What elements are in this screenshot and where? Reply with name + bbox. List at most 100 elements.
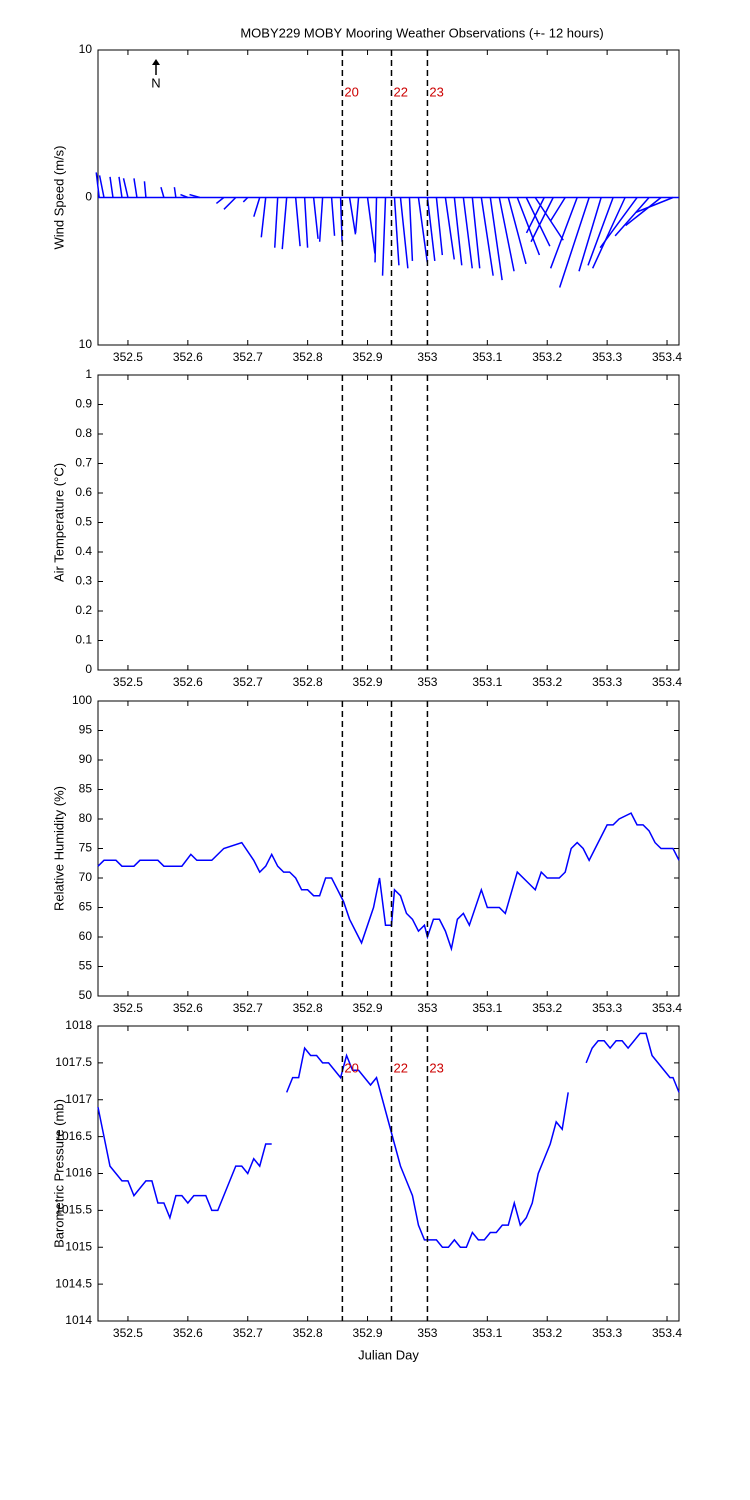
- wind-stick: [160, 186, 165, 198]
- wind-stick: [558, 197, 590, 288]
- wind-stick: [109, 176, 114, 198]
- y-tick-label: 0.4: [75, 544, 92, 558]
- y-tick-label: 50: [79, 988, 93, 1002]
- x-tick-label: 352.7: [233, 1326, 263, 1340]
- wind-stick: [587, 197, 614, 266]
- wind-stick: [98, 175, 105, 198]
- wind-stick: [133, 178, 138, 198]
- y-tick-label: 1: [85, 367, 92, 381]
- wind-stick: [374, 197, 378, 263]
- x-tick-label: 352.9: [353, 675, 383, 689]
- x-tick-label: 353: [417, 1326, 437, 1340]
- x-tick-label: 352.5: [113, 350, 143, 364]
- wind-stick: [507, 197, 527, 265]
- plot-frame: [97, 1025, 680, 1322]
- x-tick-label: 353.1: [472, 350, 502, 364]
- y-tick-label: 95: [79, 723, 93, 737]
- wind-stick: [273, 197, 279, 248]
- x-tick-label: 353.1: [472, 1001, 502, 1015]
- y-tick-label: 0.5: [75, 515, 92, 529]
- wind-stick: [591, 197, 626, 269]
- x-tick-label: 352.7: [233, 350, 263, 364]
- event-label: 20: [344, 1060, 358, 1075]
- y-tick-label: 0.9: [75, 397, 92, 411]
- y-axis-label: Barometric Pressure (mb): [51, 1099, 66, 1248]
- wind-stick: [173, 187, 177, 198]
- y-axis-label: Air Temperature (°C): [51, 463, 66, 582]
- y-tick-label: 1015.5: [55, 1203, 92, 1217]
- x-tick-label: 352.6: [173, 350, 203, 364]
- wind-stick: [260, 197, 267, 238]
- x-tick-label: 353.4: [652, 1001, 682, 1015]
- wind-stick: [635, 196, 674, 213]
- wind-stick: [253, 197, 261, 217]
- wind-stick: [118, 176, 123, 198]
- x-tick-label: 353.1: [472, 675, 502, 689]
- x-tick-label: 352.7: [233, 675, 263, 689]
- x-tick-label: 352.9: [353, 1326, 383, 1340]
- plot-frame: [97, 700, 680, 997]
- x-tick-label: 352.8: [293, 1001, 323, 1015]
- x-tick-label: 353.4: [652, 1326, 682, 1340]
- y-tick-label: 80: [79, 811, 93, 825]
- y-tick-label: 1017.5: [55, 1055, 92, 1069]
- y-tick-label: 55: [79, 959, 93, 973]
- x-tick-label: 353: [417, 675, 437, 689]
- x-tick-label: 353: [417, 1001, 437, 1015]
- y-tick-label: 1015: [65, 1239, 92, 1253]
- y-tick-label: 70: [79, 870, 93, 884]
- wind-stick: [462, 197, 473, 269]
- x-tick-label: 353.3: [592, 1326, 622, 1340]
- plot-frame: [97, 374, 680, 671]
- wind-stick: [366, 197, 376, 254]
- wind-stick: [294, 197, 301, 247]
- wind-stick: [549, 197, 578, 269]
- x-tick-label: 353.4: [652, 675, 682, 689]
- x-tick-label: 353.2: [532, 1001, 562, 1015]
- wind-stick: [435, 197, 444, 256]
- x-tick-label: 352.5: [113, 1326, 143, 1340]
- wind-stick: [471, 197, 481, 269]
- x-tick-label: 353.4: [652, 350, 682, 364]
- x-tick-label: 352.6: [173, 1326, 203, 1340]
- y-tick-label: 0.7: [75, 456, 92, 470]
- north-arrow-head: [152, 59, 160, 65]
- wind-stick: [516, 197, 541, 256]
- x-tick-label: 352.5: [113, 1001, 143, 1015]
- x-tick-label: 353: [417, 350, 437, 364]
- wind-stick: [393, 197, 400, 266]
- wind-stick: [549, 197, 566, 222]
- wind-stick: [354, 197, 360, 233]
- event-label: 22: [393, 84, 407, 99]
- event-label: 22: [393, 1060, 407, 1075]
- y-tick-label: 0.8: [75, 426, 92, 440]
- y-tick-label: 85: [79, 782, 93, 796]
- wind-stick: [348, 197, 357, 235]
- x-tick-label: 352.6: [173, 675, 203, 689]
- x-tick-label: 353.3: [592, 675, 622, 689]
- wind-stick: [525, 197, 545, 234]
- x-tick-label: 352.7: [233, 1001, 263, 1015]
- data-line: [97, 1032, 680, 1248]
- north-label: N: [151, 75, 160, 90]
- wind-stick: [599, 197, 638, 249]
- wind-stick: [614, 197, 650, 237]
- x-tick-label: 353.2: [532, 675, 562, 689]
- x-tick-label: 353.3: [592, 1001, 622, 1015]
- wind-stick: [381, 197, 387, 276]
- y-axis-label: Wind Speed (m/s): [51, 145, 66, 249]
- y-tick-label: 1016: [65, 1166, 92, 1180]
- x-tick-label: 353.3: [592, 350, 622, 364]
- event-label: 20: [344, 84, 358, 99]
- data-line: [97, 812, 680, 952]
- wind-stick: [525, 197, 551, 247]
- x-axis-label: Julian Day: [358, 1347, 419, 1362]
- y-tick-label: 1014: [65, 1313, 92, 1327]
- y-tick-label: 10: [79, 337, 93, 351]
- x-tick-label: 352.9: [353, 350, 383, 364]
- wind-stick: [444, 197, 455, 260]
- x-tick-label: 353.2: [532, 350, 562, 364]
- x-tick-label: 352.5: [113, 675, 143, 689]
- y-tick-label: 1016.5: [55, 1129, 92, 1143]
- wind-stick: [530, 197, 554, 243]
